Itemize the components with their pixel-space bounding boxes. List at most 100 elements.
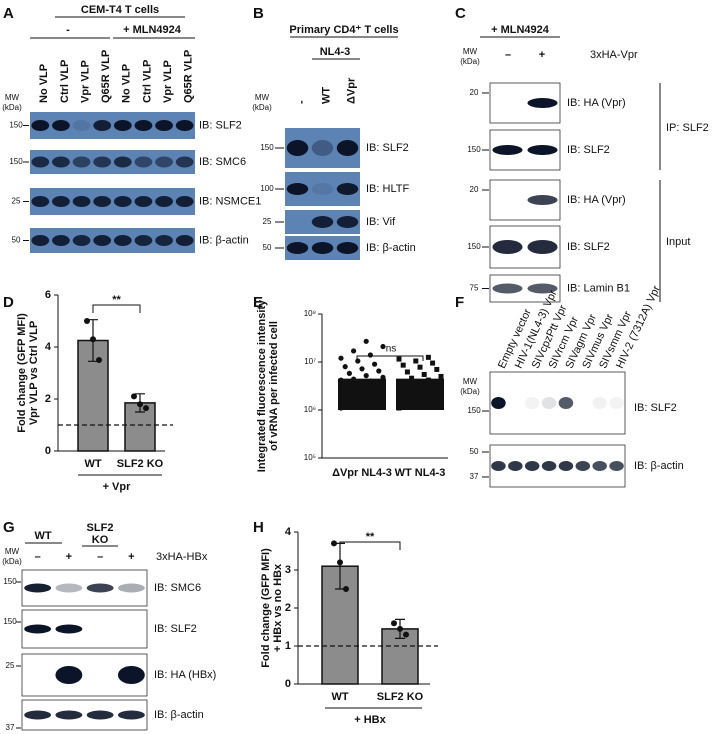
significance-bracket [92, 304, 141, 313]
y-tick-label: 10⁷ [304, 357, 316, 366]
blot-band [52, 196, 70, 207]
blot-label: IB: SMC6 [154, 582, 201, 594]
mw-marker: 150 [467, 242, 481, 251]
lane-label: Q65R VLP [100, 50, 112, 103]
blot-band [311, 242, 334, 254]
data-point [96, 357, 102, 363]
panel-label: A [3, 5, 14, 22]
blot-label: IB: NSMCE1 [199, 195, 261, 207]
blot-band [175, 120, 194, 131]
y-tick-label: 10⁵ [304, 453, 316, 462]
x-tick-label: WT NL4-3 [395, 467, 446, 479]
data-point [331, 540, 337, 547]
blot-band [134, 235, 153, 246]
blot-band [609, 461, 624, 471]
lane-label: Vpr VLP [162, 60, 174, 103]
panel-label: B [253, 5, 264, 22]
x-tick-label: WT [84, 458, 101, 470]
y-tick-label: 2 [285, 602, 291, 614]
data-point [363, 373, 369, 379]
blot-band [117, 583, 145, 593]
y-axis-label: Integrated fluorescence intensity [256, 299, 268, 472]
significance: ** [366, 531, 375, 543]
blot-band [24, 583, 52, 593]
panel-label: D [3, 294, 14, 311]
data-point [425, 354, 431, 360]
data-point [430, 360, 436, 366]
data-point [143, 405, 149, 412]
blot-label: IB: SLF2 [567, 144, 610, 156]
data-point [434, 366, 440, 372]
blot-band [117, 710, 145, 720]
lane-label: ΔVpr [345, 77, 357, 104]
panel-label: C [455, 5, 466, 22]
panel-title: CEM-T4 T cells [81, 4, 159, 16]
y-tick-label: 3 [285, 564, 291, 576]
blot-band [24, 710, 52, 720]
blot-band [175, 196, 194, 207]
blot-band [336, 242, 359, 254]
blot-label: IB: SLF2 [154, 623, 197, 635]
data-point [380, 343, 386, 350]
data-point [376, 368, 382, 374]
blot-band [113, 120, 132, 131]
lane-label: - [295, 100, 307, 104]
panel-label: H [253, 519, 264, 536]
y-tick-label: 4 [45, 341, 52, 353]
mw-header: (kDa) [2, 103, 22, 112]
x-tick-label: SLF2 KO [377, 691, 424, 703]
x-tick-label: ΔVpr NL4-3 [332, 467, 392, 479]
blot-band [527, 240, 558, 254]
blot-label: IB: β-actin [154, 709, 204, 721]
blot-band [311, 140, 334, 156]
blot-band [155, 120, 173, 131]
blot-label: IB: SLF2 [366, 142, 409, 154]
data-point [359, 366, 365, 372]
blot-band [86, 710, 114, 720]
blot-band [311, 216, 334, 228]
mw-marker: 150 [3, 617, 17, 626]
data-point [403, 631, 409, 638]
lane-label: WT [320, 87, 332, 104]
blot-band [93, 196, 112, 207]
blot-band [155, 156, 173, 168]
blot-band [31, 120, 50, 131]
blot-label: IB: β-actin [199, 234, 249, 246]
significance: ns [386, 344, 397, 355]
lane-label: – [505, 49, 511, 61]
blot-band [93, 235, 112, 246]
mw-marker: 75 [470, 284, 479, 293]
blot-band [55, 583, 83, 593]
x-tick-label: SLF2 KO [117, 458, 164, 470]
blot-band [93, 120, 112, 131]
panel-title: Primary CD4⁺ T cells [289, 24, 398, 36]
mw-marker: 50 [470, 447, 479, 456]
point-cloud [396, 378, 444, 410]
y-axis-label: Fold change (GFP MFI) [260, 548, 272, 668]
blot-band [336, 140, 359, 156]
blot-band [175, 156, 194, 168]
group-label: - [66, 24, 70, 36]
lane-label: No VLP [121, 64, 133, 103]
blot-band [72, 156, 91, 168]
blot-label: IB: Lamin B1 [567, 282, 630, 294]
mw-header: MW [463, 377, 478, 386]
panel-label: F [455, 294, 464, 311]
data-point [137, 401, 143, 408]
blot-band [286, 183, 309, 195]
data-point [346, 370, 352, 376]
blot-label: IB: SMC6 [199, 156, 246, 168]
blot-band [31, 156, 50, 168]
blot-band [492, 145, 523, 155]
mw-header: MW [5, 93, 20, 102]
mw-marker: 25 [12, 197, 21, 206]
blot-label: IB: HLTF [366, 183, 409, 195]
data-point [355, 358, 361, 364]
y-tick-label: 0 [45, 445, 51, 457]
mw-marker: 37 [470, 472, 479, 481]
data-point [343, 586, 349, 592]
y-tick-label: 1 [285, 640, 291, 652]
blot-band [609, 397, 624, 409]
bracket-label: IP: SLF2 [666, 122, 709, 134]
mw-marker: 100 [260, 184, 274, 193]
